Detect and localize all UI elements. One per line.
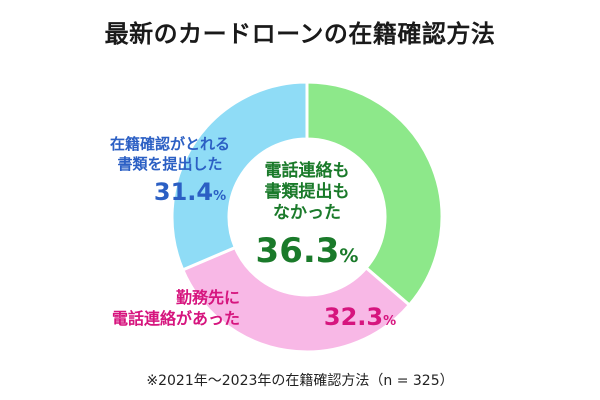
label-documents-line: 書類を提出した [117,155,222,173]
label-no-contact-line: 書類提出も [265,181,350,202]
label-phone-call-line: 電話連絡があった [112,309,240,328]
label-phone-call-line: 勤務先に [176,288,240,307]
footnote: ※2021年〜2023年の在籍確認方法（n = 325） [146,373,454,389]
value-phone-call: 32.3% [324,303,396,331]
chart-title: 最新のカードローンの在籍確認方法 [104,20,496,48]
value-no-contact: 36.3% [256,231,359,271]
donut-hole [229,139,385,295]
value-documents: 31.4% [154,178,226,206]
label-no-contact-line: 電話連絡も [265,160,350,181]
label-no-contact-line: なかった [273,203,341,223]
label-documents-line: 在籍確認がとれる [110,135,230,153]
